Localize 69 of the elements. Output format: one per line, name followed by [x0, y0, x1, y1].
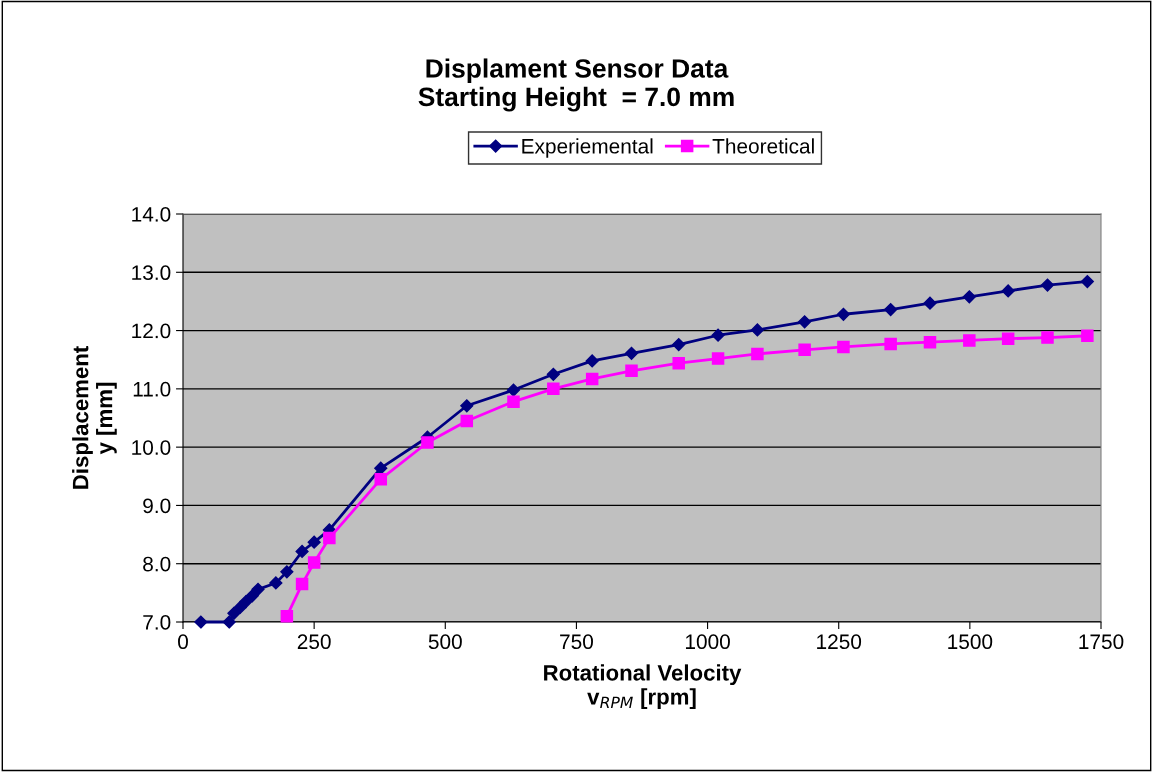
- y-tick-label: 8.0: [143, 556, 171, 572]
- point: [194, 615, 208, 629]
- y-tick-label: 12.0: [132, 323, 171, 339]
- point: [585, 372, 599, 386]
- point: [323, 531, 336, 545]
- point: [307, 535, 321, 549]
- point: [1041, 331, 1054, 344]
- point: [374, 472, 388, 486]
- point: [280, 565, 294, 579]
- point: [222, 615, 236, 629]
- point: [711, 352, 725, 365]
- point: [923, 335, 937, 349]
- y-tick-label: 14.0: [132, 207, 171, 222]
- legend-label: Experiemental: [522, 138, 653, 158]
- point: [1001, 332, 1015, 345]
- point: [750, 323, 764, 337]
- point: [280, 609, 294, 623]
- point: [227, 606, 241, 620]
- point: [836, 307, 851, 321]
- point: [963, 334, 976, 347]
- point: [837, 340, 850, 354]
- x-axis-title: Rotational Velocity v$_{RPM}$ [rpm]: [544, 664, 742, 710]
- point: [460, 414, 474, 428]
- x-tick-label: 1500: [948, 634, 993, 650]
- point: [547, 382, 560, 396]
- y-tick-label: 9.0: [143, 498, 171, 514]
- point: [507, 395, 520, 408]
- point: [711, 328, 725, 342]
- point: [751, 347, 764, 361]
- point: [1040, 278, 1055, 292]
- legend-label: Theoretical: [712, 138, 814, 154]
- x-tick-label: 1000: [685, 634, 730, 650]
- x-tick-label: 250: [297, 634, 331, 650]
- y-tick-label: 11.0: [133, 381, 171, 397]
- x-tick-label: 750: [560, 634, 593, 650]
- point: [269, 576, 283, 590]
- point: [884, 303, 898, 317]
- point: [1081, 329, 1094, 343]
- point: [884, 337, 897, 351]
- x-tick-label: 0: [178, 634, 188, 650]
- point: [546, 367, 560, 381]
- point: [421, 436, 434, 449]
- x-tick-label: 1750: [1079, 634, 1124, 650]
- point: [251, 582, 265, 596]
- x-tick-label: 1250: [817, 634, 862, 650]
- point: [798, 343, 811, 357]
- point: [798, 315, 812, 329]
- point: [239, 595, 253, 609]
- y-tick-label: 7.0: [143, 615, 171, 630]
- chart-title: Displament Sensor Data Starting Height = 7.0 mm: [418, 58, 734, 112]
- y-tick-label: 10.0: [132, 440, 171, 455]
- point: [625, 364, 638, 378]
- point: [923, 296, 937, 310]
- point: [506, 383, 521, 397]
- point: [374, 461, 388, 475]
- y-axis-title: Displacement y [mm]: [72, 346, 117, 489]
- y-tick-label: 13.0: [132, 265, 171, 281]
- point: [295, 577, 309, 591]
- point: [585, 354, 599, 368]
- x-tick-label: 500: [428, 634, 462, 650]
- point: [460, 399, 474, 413]
- point: [672, 337, 686, 352]
- point: [295, 544, 309, 559]
- point: [962, 290, 976, 304]
- point: [307, 556, 321, 569]
- point: [1080, 275, 1094, 289]
- point: [1001, 284, 1015, 298]
- point: [624, 346, 639, 360]
- point: [672, 356, 685, 370]
